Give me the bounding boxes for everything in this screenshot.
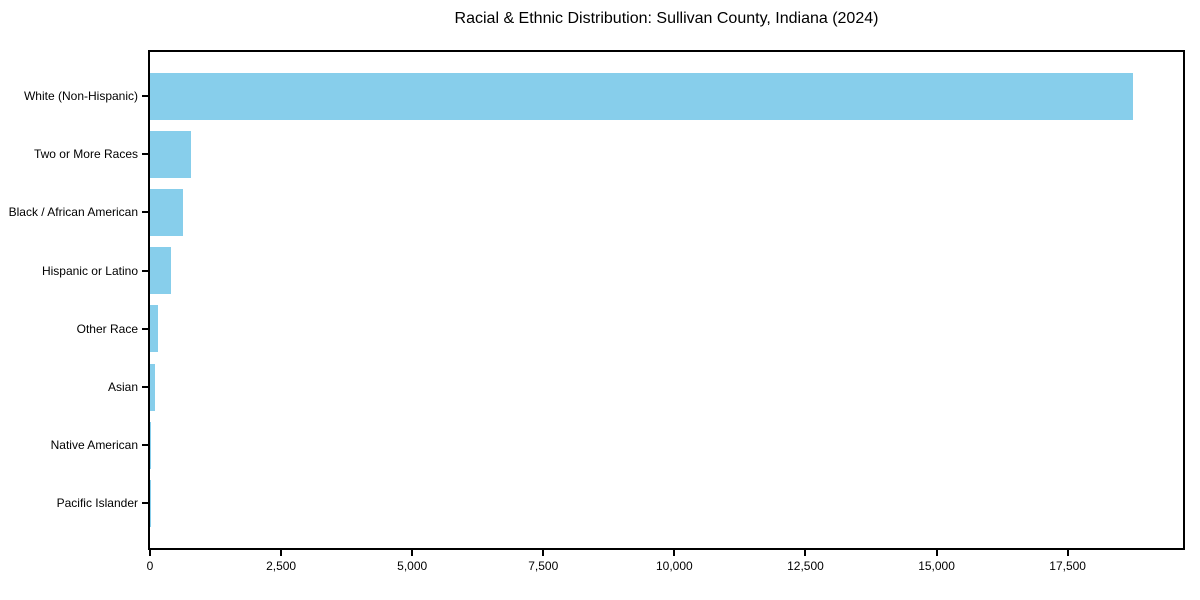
- y-tick-mark: [142, 95, 148, 97]
- x-tick-mark: [280, 550, 283, 556]
- y-tick-label: Pacific Islander: [56, 496, 138, 511]
- bar: [150, 188, 183, 236]
- plot-area: [148, 50, 1185, 550]
- x-tick-label: 17,500: [1049, 559, 1086, 573]
- x-tick-mark: [542, 550, 545, 556]
- bar: [150, 130, 191, 178]
- y-tick-label: Hispanic or Latino: [41, 263, 138, 278]
- y-tick-label: White (Non-Hispanic): [23, 89, 138, 103]
- y-tick-label: Other Race: [76, 321, 138, 336]
- bar: [150, 305, 158, 353]
- y-tick-label: Asian: [107, 380, 138, 394]
- x-tick-mark: [935, 550, 938, 556]
- y-tick-label: Two or More Races: [33, 147, 138, 162]
- x-tick-label: 0: [146, 559, 154, 573]
- y-tick-mark: [142, 269, 148, 272]
- x-tick-mark: [411, 550, 414, 556]
- y-tick-mark: [142, 153, 148, 156]
- x-tick-mark: [149, 550, 151, 556]
- bar: [150, 72, 1134, 120]
- x-tick-mark: [1066, 550, 1069, 556]
- x-tick-label: 7,500: [528, 559, 559, 573]
- x-tick-label: 15,000: [918, 559, 955, 573]
- x-tick-label: 5,000: [397, 559, 428, 573]
- y-tick-mark: [142, 502, 148, 505]
- y-tick-mark: [142, 386, 148, 388]
- bar: [150, 421, 152, 469]
- bar: [150, 363, 156, 411]
- x-tick-mark: [804, 550, 807, 556]
- y-tick-label: Black / African American: [8, 205, 138, 220]
- y-tick-mark: [142, 327, 148, 330]
- y-tick-mark: [142, 444, 148, 447]
- x-tick-mark: [673, 550, 676, 556]
- bar: [150, 247, 171, 295]
- chart-title: Racial & Ethnic Distribution: Sullivan C…: [454, 10, 879, 27]
- y-tick-label: Native American: [50, 438, 138, 453]
- x-tick-label: 12,500: [787, 559, 824, 573]
- y-tick-mark: [142, 211, 148, 214]
- x-tick-label: 10,000: [656, 559, 693, 573]
- x-tick-label: 2,500: [266, 559, 297, 573]
